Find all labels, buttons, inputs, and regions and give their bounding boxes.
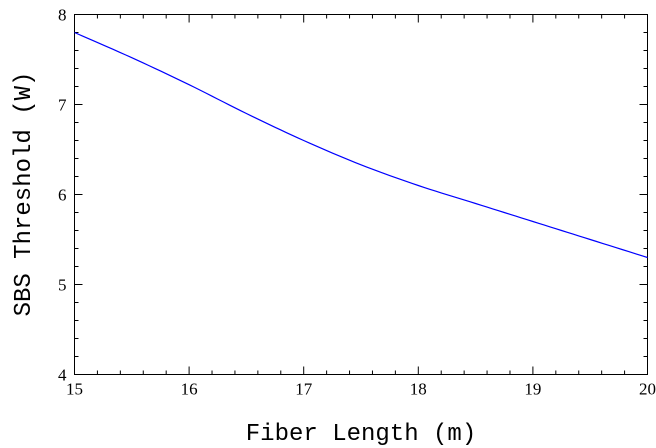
- series-group: [74, 31, 648, 259]
- x-axis-title: Fiber Length (m): [246, 421, 476, 448]
- x-tick-label: 20: [639, 380, 656, 399]
- y-tick-label: 8: [58, 6, 67, 25]
- y-axis-title: SBS Threshold (W): [11, 72, 38, 317]
- series-line: [74, 31, 648, 259]
- x-tick-label: 15: [66, 380, 83, 399]
- plot-frame: [74, 14, 648, 375]
- y-tick-label: 6: [58, 186, 67, 205]
- y-tick-label: 5: [58, 276, 67, 295]
- x-tick-label: 17: [295, 380, 313, 399]
- y-tick-label: 4: [58, 366, 67, 385]
- x-tick-label: 19: [524, 380, 541, 399]
- tick-labels: 15 16 17 18 19 20 4 5 6 7 8: [58, 6, 656, 399]
- y-tick-label: 7: [58, 96, 67, 115]
- axis-ticks: [74, 14, 648, 375]
- x-tick-label: 18: [410, 380, 427, 399]
- x-tick-label: 16: [181, 380, 198, 399]
